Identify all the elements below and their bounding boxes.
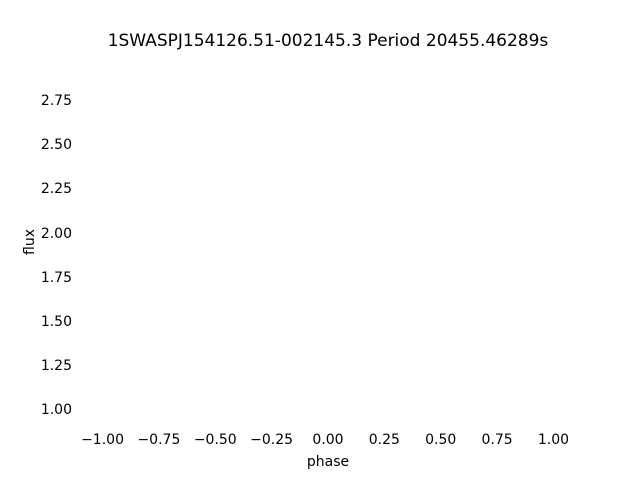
y-tick-label: 2.75 [40,92,72,109]
y-tick-label: 1.50 [40,313,72,330]
x-tick-label: −0.75 [137,432,181,448]
x-tick-label: −0.25 [250,432,294,448]
y-tick-label: 1.75 [40,269,72,286]
chart-title: 1SWASPJ154126.51-002145.3 Period 20455.4… [107,31,549,51]
x-tick-label: 0.00 [312,432,344,448]
y-tick-label: 2.00 [40,225,72,242]
x-tick-label: 1.00 [537,432,570,448]
y-tick-label: 1.25 [40,358,72,375]
y-tick-label: 2.50 [40,137,72,154]
x-tick-label: 0.75 [481,432,513,448]
y-tick-label: 1.00 [40,402,72,419]
x-tick-label: 0.25 [368,432,400,448]
x-axis-label: phase [306,454,350,470]
y-tick-label: 2.25 [40,181,72,198]
x-tick-label: −1.00 [81,432,124,448]
x-tick-label: 0.50 [425,432,457,448]
x-tick-label: −0.50 [193,432,237,448]
